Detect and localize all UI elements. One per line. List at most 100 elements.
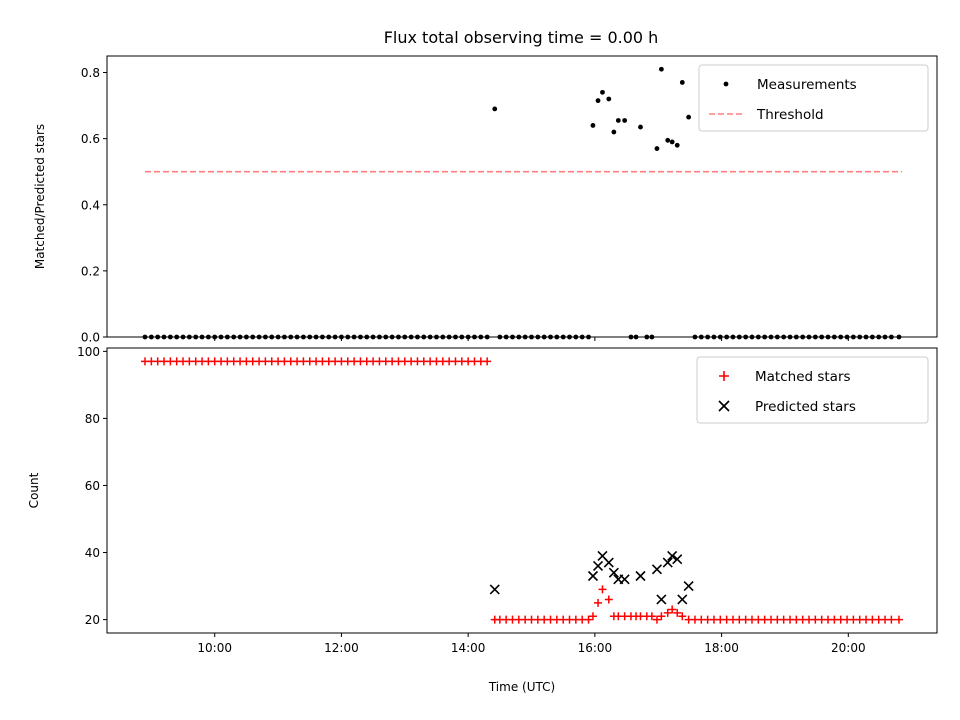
measurement-point — [863, 334, 869, 340]
bottom-xtick-label: 10:00 — [197, 641, 232, 655]
predicted-star-point — [592, 560, 604, 572]
measurement-point — [415, 334, 420, 340]
measurement-point — [465, 334, 471, 340]
top-ytick-label: 0.0 — [81, 331, 100, 345]
bottom-xtick-label: 20:00 — [831, 641, 866, 655]
measurement-point — [724, 334, 730, 340]
measurement-point — [615, 118, 621, 123]
predicted-star-point — [608, 567, 619, 578]
legend-entry-label: Measurements — [757, 77, 857, 93]
matched-star-point — [678, 612, 687, 621]
measurement-point — [256, 334, 262, 340]
bottom-ytick-label: 20 — [85, 613, 100, 627]
matched-star-point — [668, 605, 677, 614]
measurement-point — [825, 334, 831, 340]
legend-entry-label: Threshold — [756, 107, 824, 123]
measurement-point — [649, 334, 655, 340]
predicted-star-point — [672, 554, 683, 565]
bottom-ylabel: Count — [27, 472, 41, 508]
matched-star-point — [588, 612, 597, 621]
measurement-point — [774, 334, 780, 340]
measurement-point — [705, 334, 711, 340]
matched-star-point — [598, 585, 607, 594]
measurement-point — [579, 334, 585, 340]
measurement-point — [850, 334, 856, 340]
measurement-point — [440, 334, 446, 340]
measurement-point — [484, 334, 490, 340]
bottom-ytick-label: 80 — [85, 412, 100, 426]
measurement-point — [658, 66, 664, 72]
measurement-point — [142, 334, 148, 340]
measurement-point — [351, 334, 357, 340]
measurement-point — [806, 334, 812, 340]
bottom-xlabel: Time (UTC) — [488, 680, 555, 694]
measurement-point — [622, 118, 628, 123]
measurement-point — [595, 98, 601, 104]
measurement-point — [345, 334, 351, 340]
legend-matched-swatch — [719, 371, 729, 381]
bottom-ytick-label: 100 — [77, 345, 100, 359]
measurement-point — [541, 334, 547, 340]
measurement-point — [567, 334, 572, 340]
top-axes-frame — [106, 55, 938, 338]
measurement-point — [497, 334, 503, 340]
measurement-point — [313, 334, 319, 340]
matched-star-point — [887, 615, 896, 624]
measurement-point — [743, 334, 749, 340]
measurement-point — [396, 334, 401, 340]
bottom-ytick-label: 40 — [85, 546, 100, 560]
top-ytick-label: 0.4 — [81, 198, 100, 212]
measurement-point — [186, 334, 192, 340]
bottom-xtick-label: 14:00 — [451, 641, 486, 655]
measurement-point — [633, 334, 639, 340]
measurement-point — [472, 334, 477, 340]
measurement-point — [638, 124, 643, 130]
legend-predicted-swatch — [718, 400, 730, 412]
measurement-point — [736, 334, 742, 340]
measurement-point — [262, 334, 268, 340]
measurement-point — [275, 334, 281, 340]
matched-star-point — [604, 595, 613, 604]
predicted-star-point — [683, 580, 694, 592]
matched-star-point — [657, 612, 666, 621]
measurement-point — [193, 334, 199, 340]
measurement-point — [755, 334, 761, 340]
measurement-point — [288, 334, 294, 340]
measurement-point — [896, 334, 902, 340]
measurement-point — [698, 334, 704, 340]
predicted-star-point — [677, 594, 688, 605]
measurement-point — [148, 334, 154, 340]
measurement-point — [560, 334, 566, 340]
measurement-point — [535, 334, 541, 340]
measurement-point — [674, 142, 680, 148]
bottom-xtick-label: 18:00 — [704, 641, 739, 655]
measurement-point — [161, 334, 167, 340]
measurement-point — [332, 334, 338, 340]
measurement-point — [503, 334, 509, 340]
measurement-point — [269, 334, 275, 340]
measurement-point — [434, 334, 439, 340]
measurement-point — [831, 334, 837, 340]
measurement-point — [590, 123, 596, 128]
measurement-point — [453, 334, 458, 340]
measurement-point — [838, 334, 844, 340]
measurement-point — [326, 334, 332, 340]
measurement-point — [812, 334, 818, 340]
measurement-point — [243, 334, 249, 340]
measurement-point — [339, 334, 344, 340]
measurement-point — [869, 334, 875, 340]
measurement-point — [364, 334, 370, 340]
predicted-star-point — [587, 570, 599, 582]
bottom-ytick-label: 60 — [85, 479, 100, 493]
top-ytick-label: 0.2 — [81, 264, 100, 278]
measurement-point — [307, 334, 313, 340]
measurement-point — [237, 334, 243, 340]
measurement-point — [510, 334, 515, 340]
measurement-point — [389, 334, 395, 340]
predicted-star-point — [662, 557, 673, 568]
matched-star-point — [584, 615, 593, 624]
measurement-point — [231, 334, 237, 340]
legend-measurements-swatch — [723, 81, 729, 87]
measurement-point — [586, 334, 591, 340]
